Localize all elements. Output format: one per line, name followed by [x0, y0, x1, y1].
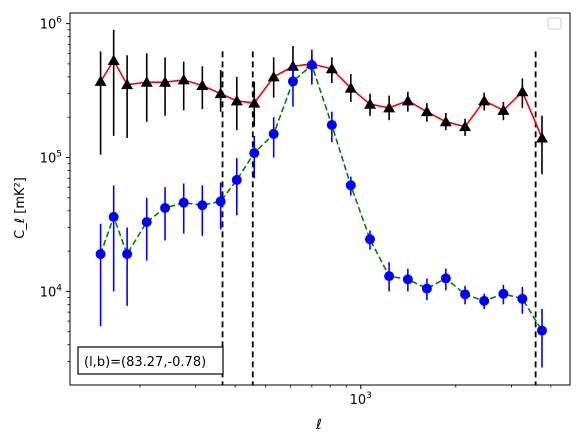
series-1-point-14 [325, 62, 338, 74]
series-1-point-9 [230, 94, 243, 106]
series-1-point-23 [497, 104, 510, 115]
y-tick-label-1: 104 [40, 283, 63, 300]
series-2-point-20 [440, 273, 451, 284]
series-1-point-24 [516, 85, 529, 97]
series-2-point-2 [108, 211, 119, 222]
series-1-point-15 [344, 82, 357, 93]
y-tick-label-2: 105 [40, 150, 62, 167]
series-2-point-11 [268, 128, 279, 139]
series-2-point-7 [197, 200, 208, 211]
series-2-point-16 [365, 234, 376, 245]
series-1-point-3 [121, 78, 134, 90]
series-2-point-13 [306, 60, 317, 71]
series-2-point-24 [517, 293, 528, 304]
series-1-point-4 [140, 76, 153, 87]
series-1-point-10 [248, 97, 261, 108]
series-layer [94, 29, 548, 368]
annotation-frame [77, 346, 224, 375]
series-1-point-11 [267, 70, 280, 82]
y-tick-label-3: 106 [40, 16, 63, 33]
plot-area-frame [69, 12, 571, 386]
series-2-point-19 [421, 283, 432, 294]
series-1-point-19 [420, 105, 433, 117]
series-1-point-22 [478, 94, 491, 106]
series-1-point-5 [159, 76, 172, 87]
x-tick-label-1: 103 [350, 391, 372, 408]
annotation-text: (l,b)=(83.27,-0.78) [84, 355, 206, 370]
series-2-point-5 [160, 202, 171, 213]
series-1-point-7 [196, 79, 209, 90]
series-2-point-22 [479, 295, 490, 306]
series-2-point-6 [178, 197, 189, 208]
series-1-point-17 [383, 101, 396, 113]
series-1-point-1 [94, 75, 107, 86]
annotation-box: (l,b)=(83.27,-0.78) [77, 346, 224, 375]
series-1-point-8 [214, 87, 227, 99]
series-1-point-21 [459, 120, 472, 132]
series-2-point-10 [249, 148, 260, 159]
series-2-point-21 [460, 289, 471, 300]
series-1-point-20 [439, 115, 452, 127]
series-2 [95, 49, 547, 368]
series-2-point-18 [402, 274, 413, 285]
series-2-point-17 [384, 271, 395, 282]
series-2-point-12 [287, 76, 298, 87]
series-2-point-25 [536, 325, 547, 336]
series-2-point-1 [95, 249, 106, 260]
series-2-point-8 [215, 196, 226, 207]
series-1-point-18 [401, 94, 414, 106]
x-axis-label: ℓ [315, 417, 322, 433]
series-2-point-15 [345, 180, 356, 191]
y-axis-label: C_ℓ [mK²] [13, 177, 28, 239]
series-1-point-25 [535, 131, 548, 143]
series-2-point-3 [122, 249, 133, 260]
series-1-point-16 [364, 98, 377, 109]
series-2-point-4 [141, 216, 152, 227]
series-1-point-6 [177, 73, 190, 85]
series-2-point-23 [498, 288, 509, 299]
series-1-point-2 [107, 54, 120, 66]
legend-box [547, 17, 562, 30]
series-2-point-14 [326, 119, 337, 130]
series-2-point-9 [231, 174, 242, 185]
axis-ticks: 103 104 105 106 [40, 16, 552, 408]
